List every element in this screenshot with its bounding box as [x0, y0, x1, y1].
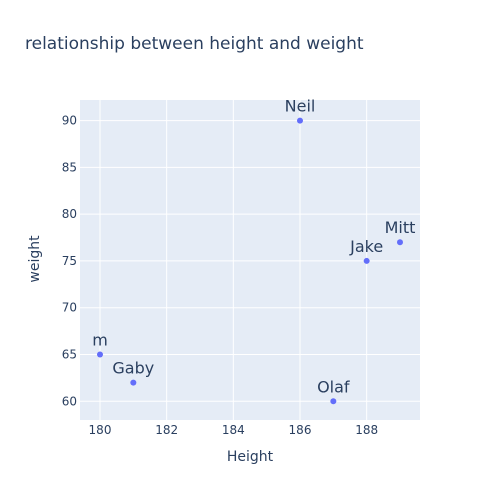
- y-tick-label: 90: [62, 114, 77, 128]
- data-point-label: Olaf: [317, 377, 350, 396]
- data-point-label: Gaby: [112, 359, 154, 378]
- x-tick-label: 186: [289, 423, 312, 437]
- y-tick-label: 75: [62, 254, 77, 268]
- chart-title: relationship between height and weight: [25, 34, 364, 54]
- x-tick-label: 180: [89, 423, 112, 437]
- y-tick-label: 80: [62, 207, 77, 221]
- y-tick-label: 85: [62, 160, 77, 174]
- x-tick-label: 182: [155, 423, 178, 437]
- y-axis-label: weight: [27, 235, 43, 283]
- x-tick-label: 188: [355, 423, 378, 437]
- x-axis-label: Height: [227, 449, 274, 465]
- x-tick-label: 184: [222, 423, 245, 437]
- y-tick-label: 70: [62, 301, 77, 315]
- data-point: [330, 398, 337, 405]
- data-point-label: Mitt: [385, 218, 416, 237]
- data-point-label: m: [92, 331, 108, 350]
- data-point: [130, 379, 137, 386]
- data-point: [363, 257, 370, 264]
- data-point: [297, 117, 303, 124]
- y-tick-label: 65: [62, 348, 77, 362]
- data-point: [397, 239, 403, 246]
- data-points: [97, 117, 403, 405]
- plot-background: [80, 100, 420, 420]
- data-point: [97, 351, 103, 358]
- y-tick-label: 60: [62, 394, 77, 408]
- data-point-label: Jake: [349, 237, 383, 256]
- data-point-label: Neil: [285, 97, 316, 116]
